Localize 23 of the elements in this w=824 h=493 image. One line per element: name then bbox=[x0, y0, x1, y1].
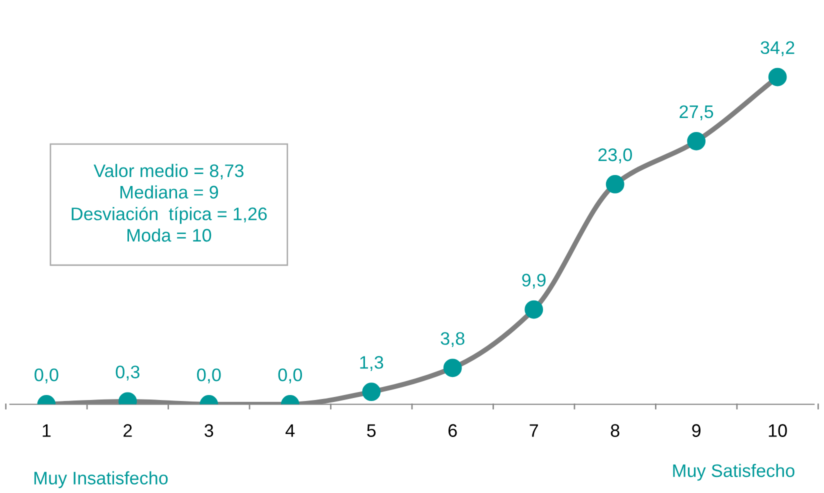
x-tick-label: 7 bbox=[530, 424, 538, 437]
x-tick-label: 2 bbox=[124, 424, 132, 437]
annotation: Valor medio = 8,73 Mediana = 9 Desviación típica = 1,26 Moda = 10 bbox=[72, 164, 267, 242]
data-label: 0,0 bbox=[34, 368, 58, 384]
data-label: 27,5 bbox=[680, 105, 714, 120]
data-label: 9,9 bbox=[522, 274, 546, 289]
x-tick-label: 5 bbox=[367, 424, 376, 437]
x-tick-label: 6 bbox=[448, 424, 457, 437]
data-label: 23,0 bbox=[598, 148, 632, 164]
x-tick-label: 10 bbox=[768, 424, 787, 437]
text: Muy Insatisfecho bbox=[34, 471, 168, 488]
data-label: 34,2 bbox=[760, 41, 794, 56]
x-tick-label: 8 bbox=[610, 424, 620, 437]
x-tick-label: 4 bbox=[286, 424, 295, 437]
data-label: 1,3 bbox=[360, 356, 384, 371]
text: Muy Satisfecho bbox=[673, 464, 794, 481]
data-label: 0,0 bbox=[197, 368, 221, 384]
data-label: 3,8 bbox=[440, 332, 464, 348]
x-tick-label: 9 bbox=[692, 424, 700, 437]
x-tick-label: 3 bbox=[204, 424, 214, 437]
x-tick-label: 1 bbox=[42, 424, 51, 437]
data-label: 0,3 bbox=[116, 366, 140, 381]
data-label: 0,0 bbox=[278, 368, 302, 384]
